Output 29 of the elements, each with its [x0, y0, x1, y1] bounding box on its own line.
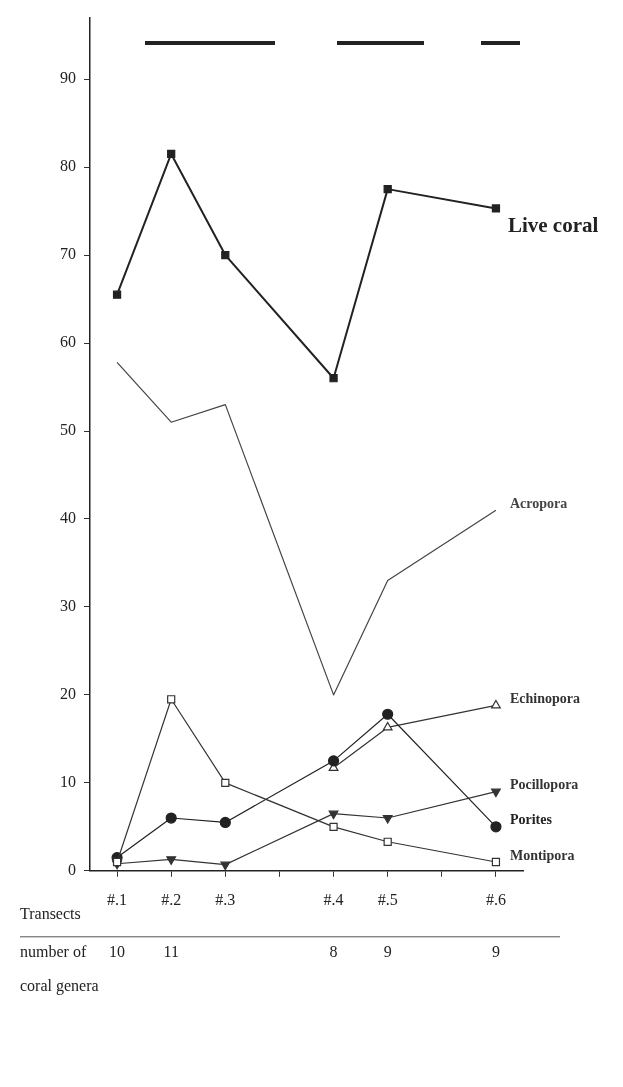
- text: 9: [491, 943, 500, 960]
- y-tick-label: 50: [60, 421, 76, 439]
- y-tick-label: 60: [60, 333, 76, 351]
- y-tick-label: 10: [60, 773, 76, 791]
- x-tick-label: #.5: [377, 890, 398, 908]
- text: number of coral genera: [20, 943, 99, 995]
- series-label: Acropora: [509, 495, 568, 511]
- x-axis-title: Transects: [20, 905, 81, 922]
- text: 9: [383, 943, 392, 960]
- y-tick-label: 80: [60, 157, 76, 175]
- series-label: Pocillopora: [509, 777, 579, 793]
- series-label: Porites: [509, 812, 553, 828]
- y-tick-label: 30: [60, 597, 76, 615]
- x-tick-label: #.2: [161, 890, 182, 908]
- text: 10: [109, 943, 126, 960]
- text: 11: [163, 943, 179, 960]
- y-tick-label: 70: [60, 245, 76, 263]
- text: 8: [329, 943, 338, 960]
- series-label: Echinopora: [509, 691, 580, 707]
- series-label: Live coral: [507, 212, 599, 237]
- x-tick-label: #.6: [485, 890, 506, 908]
- series-label: Montipora: [509, 847, 575, 863]
- x-tick-label: #.4: [323, 890, 344, 908]
- y-tick-label: 0: [68, 861, 76, 878]
- y-tick-label: 20: [60, 685, 76, 703]
- x-tick-label: #.3: [215, 890, 236, 908]
- y-tick-label: 40: [60, 509, 76, 527]
- x-tick-label: #.1: [107, 890, 128, 908]
- y-tick-label: 90: [60, 69, 76, 87]
